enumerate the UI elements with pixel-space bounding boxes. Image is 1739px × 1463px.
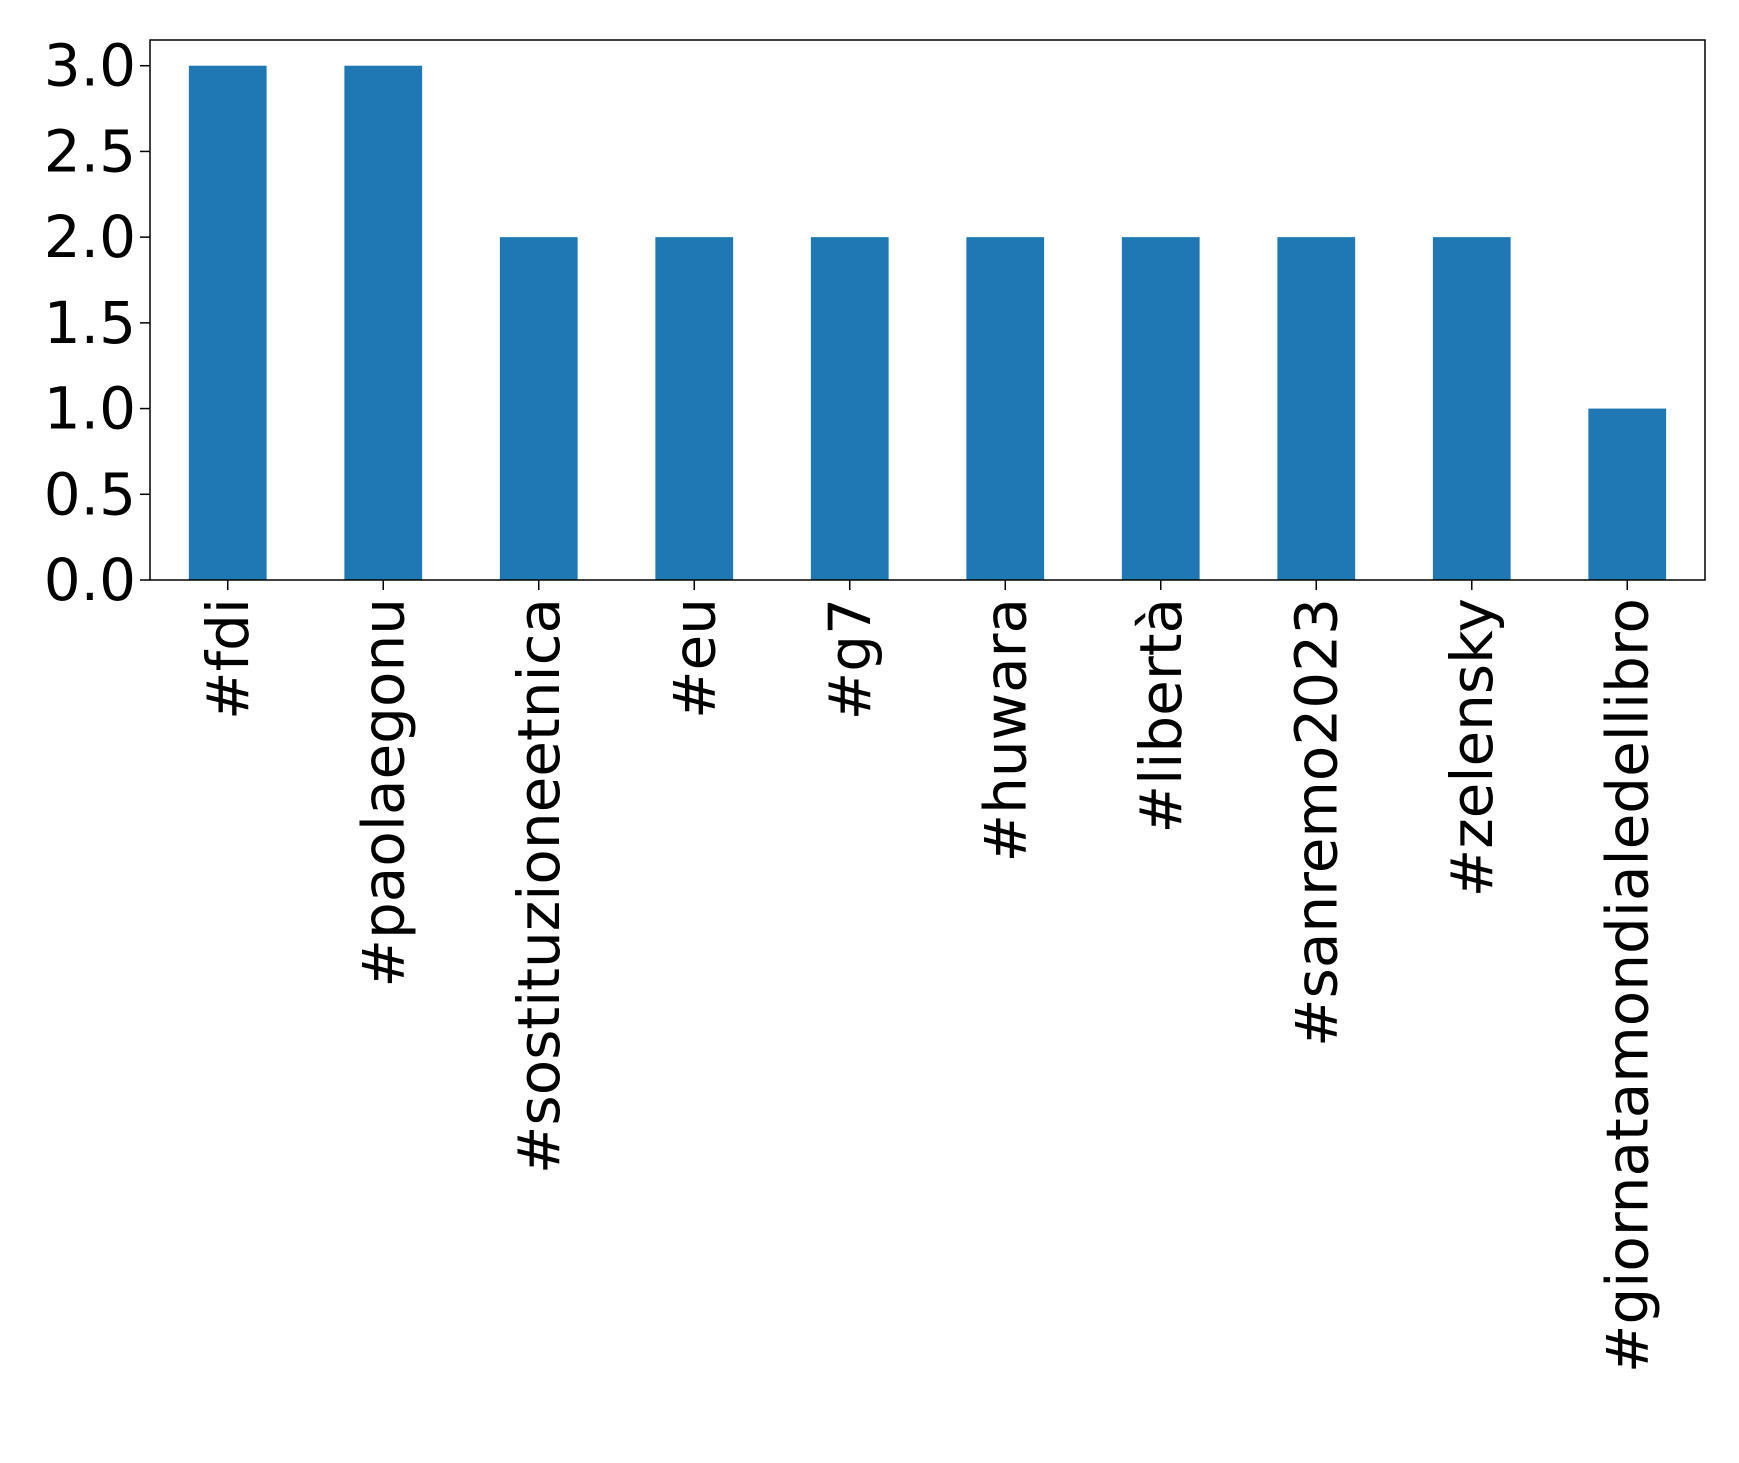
x-tick-label-6: #libertà	[1127, 598, 1195, 833]
y-tick-label-6: 3.0	[44, 32, 136, 100]
x-tick-label-1: #paolaegonu	[349, 598, 417, 988]
y-tick-label-1: 0.5	[44, 460, 136, 528]
bar-2	[499, 237, 578, 580]
bar-1	[344, 65, 423, 580]
x-axis: #fdi #paolaegonu #sostituzioneetnica #eu #g7…	[194, 580, 1661, 1373]
x-tick-label-7: #sanremo2023	[1282, 598, 1350, 1047]
bars-group	[188, 65, 1667, 580]
bar-5	[966, 237, 1045, 580]
x-tick-label-2: #sostituzioneetnica	[505, 598, 573, 1174]
x-tick-label-3: #eu	[660, 598, 728, 719]
bar-4	[810, 237, 889, 580]
y-tick-label-5: 2.5	[44, 117, 136, 185]
y-tick-label-3: 1.5	[44, 289, 136, 357]
x-tick-label-8: #zelensky	[1438, 598, 1506, 897]
x-tick-label-5: #huwara	[971, 598, 1039, 862]
bar-0	[188, 65, 267, 580]
y-axis: 0.0 0.5 1.0 1.5 2.0 2.5 3.0	[44, 32, 150, 614]
bar-9	[1588, 408, 1667, 580]
bar-6	[1121, 237, 1200, 580]
x-tick-label-4: #g7	[816, 598, 884, 720]
bar-8	[1432, 237, 1511, 580]
y-tick-label-2: 1.0	[44, 375, 136, 443]
x-tick-label-9: #giornatamondialedellibro	[1593, 598, 1661, 1373]
x-tick-label-0: #fdi	[194, 598, 262, 720]
y-tick-label-0: 0.0	[44, 546, 136, 614]
bar-7	[1277, 237, 1356, 580]
plot-frame	[149, 39, 1706, 581]
y-tick-label-4: 2.0	[44, 203, 136, 271]
bar-3	[655, 237, 734, 580]
